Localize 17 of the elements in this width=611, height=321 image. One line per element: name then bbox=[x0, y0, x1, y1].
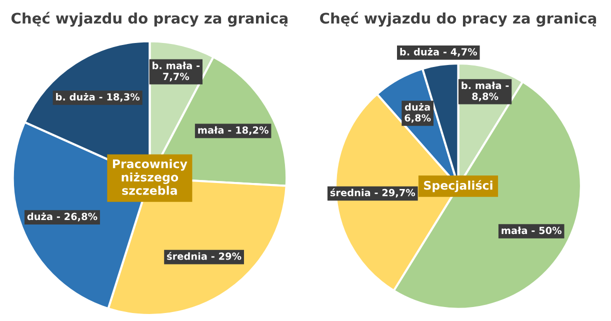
slice-label: mała - 50% bbox=[502, 226, 562, 234]
text: Specjaliści bbox=[424, 180, 492, 192]
slice-label: duża - 26,8% bbox=[27, 212, 98, 222]
chart-title: Chęć wyjazdu do pracy za granicą bbox=[11, 12, 288, 27]
data-label: 7,7% bbox=[163, 72, 190, 82]
data-label: 8,8% bbox=[472, 92, 498, 102]
slice-label: b. duża - 18,3% bbox=[56, 93, 140, 102]
chart-title: Chęć wyjazdu do pracy za granicą bbox=[320, 12, 596, 27]
slice-label: mała - 18,2% bbox=[198, 126, 268, 135]
data-label: 6,8% bbox=[404, 114, 431, 123]
slice-label: b. duża - 4,7% bbox=[400, 48, 478, 57]
slice-label: b. mała - bbox=[462, 82, 509, 90]
slice-label: średnia - 29% bbox=[167, 252, 242, 260]
text: Pracownicy niższego szczebla bbox=[112, 159, 188, 195]
slice-label: średnia - 29,7% bbox=[330, 188, 416, 198]
slice-label: b. mała - bbox=[152, 62, 200, 70]
slice-label: duża bbox=[404, 103, 430, 111]
